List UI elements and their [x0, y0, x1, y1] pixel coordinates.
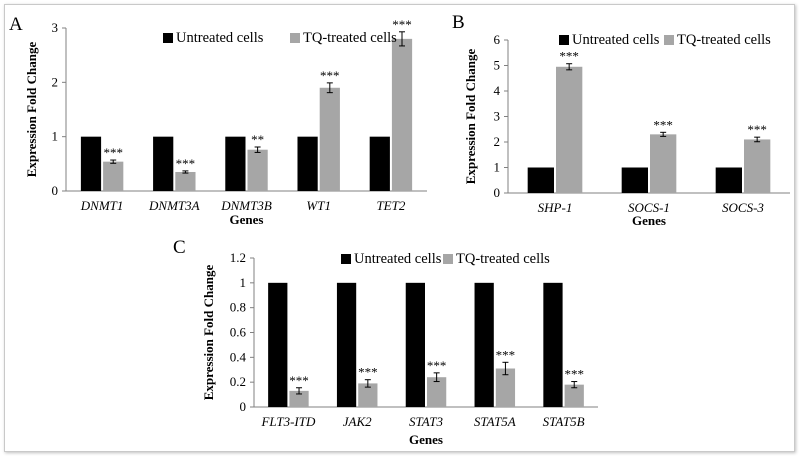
panel-a-bar-untreated: [369, 136, 390, 191]
panel-b-significance-label: ***: [747, 122, 767, 137]
panel-b-bar-untreated: [715, 167, 742, 193]
panel-c-bar-treated: [358, 383, 378, 407]
panel-b-y-tick-label: 3: [494, 109, 501, 124]
panel-a-x-tick-label: DNMT1: [80, 198, 124, 213]
panel-a-bar-untreated: [297, 136, 318, 191]
panel-c-bar-treated: [495, 368, 516, 407]
panel-a-significance-label: ***: [176, 156, 196, 171]
panel-c-y-tick-label: 0.8: [230, 300, 246, 315]
panel-a-y-tick-label: 2: [52, 74, 59, 89]
panel-b-y-tick-label: 5: [494, 58, 501, 73]
panel-a-y-axis-title: Expression Fold Change: [24, 41, 39, 177]
panel-c-legend-label-treated: TQ-treated cells: [456, 251, 550, 267]
panel-a-x-tick-label: DNMT3A: [148, 198, 200, 213]
panel-a-x-tick-label: DNMT3B: [220, 198, 272, 213]
panel-a-x-tick-label: TET2: [376, 198, 405, 213]
panel-a-bar-untreated: [225, 136, 246, 191]
panel-b-y-tick-label: 6: [494, 32, 501, 47]
panel-b-significance-label: ***: [653, 117, 673, 132]
panel-a-x-tick-label: WT1: [306, 198, 331, 213]
panel-c-bar-untreated: [336, 282, 357, 407]
panel-b-y-tick-label: 0: [494, 185, 501, 200]
panel-b-significance-label: ***: [559, 49, 579, 64]
panel-a-significance-label: ***: [103, 145, 123, 160]
panel-c-legend-label-untreated: Untreated cells: [354, 251, 442, 267]
panel-a-significance-label: ***: [320, 68, 340, 83]
panel-c-y-tick-label: 0.4: [230, 349, 247, 364]
panel-c-y-tick-label: 1.2: [230, 250, 246, 265]
panel-a-bar-treated: [391, 38, 413, 191]
panel-a-letter: A: [9, 14, 23, 35]
panel-a-bar-treated: [247, 149, 268, 191]
panel-b-y-tick-label: 1: [494, 160, 501, 175]
panel-a-bar-treated: [103, 161, 124, 191]
panel-a-significance-label: ***: [392, 17, 412, 32]
panel-c-x-tick-label: JAK2: [343, 414, 372, 429]
panel-b-y-axis-title: Expression Fold Change: [463, 48, 478, 184]
panel-c-bar-treated: [427, 377, 447, 407]
panel-a-legend-swatch-untreated: [163, 33, 173, 43]
panel-c-significance-label: ***: [496, 347, 516, 362]
panel-b-x-axis-title: Genes: [632, 213, 666, 228]
panel-c-x-tick-label: STAT3: [409, 414, 443, 429]
panel-b-legend-label-untreated: Untreated cells: [572, 32, 660, 48]
panel-c-significance-label: ***: [358, 365, 378, 380]
panel-c-x-tick-label: STAT5B: [543, 414, 585, 429]
panel-a-bar-untreated: [80, 136, 102, 191]
panel-b-x-tick-label: SOCS-1: [628, 200, 670, 215]
panel-c-letter: C: [173, 237, 186, 258]
panel-c-x-axis-title: Genes: [409, 432, 443, 447]
panel-a-legend-label-untreated: Untreated cells: [176, 30, 264, 46]
panel-c-significance-label: ***: [289, 373, 309, 388]
panel-a-bar-treated: [319, 87, 340, 191]
panel-c-y-axis-title: Expression Fold Change: [201, 264, 216, 400]
panel-c-legend-swatch-treated: [443, 254, 453, 264]
panel-c-y-tick-label: 0.2: [230, 374, 246, 389]
panel-c-bar-treated: [289, 390, 309, 407]
panel-c-legend-swatch-untreated: [341, 254, 351, 264]
panel-c-y-tick-label: 0: [240, 399, 247, 414]
panel-b-bar-treated: [556, 66, 583, 193]
panel-a-significance-label: **: [251, 132, 264, 147]
panel-c-significance-label: ***: [564, 367, 584, 382]
panel-c-bar-treated: [564, 384, 584, 407]
panel-c-x-tick-label: STAT5A: [474, 414, 516, 429]
panel-a-legend-swatch-treated: [290, 33, 300, 43]
panel-c-x-tick-label: FLT3-ITD: [260, 414, 316, 429]
panel-b-y-tick-label: 2: [494, 134, 501, 149]
panel-a-bar-treated: [175, 171, 196, 191]
panel-c-y-tick-label: 1: [240, 275, 247, 290]
panel-c-bar-untreated: [474, 282, 494, 407]
panel-b-legend-label-treated: TQ-treated cells: [677, 32, 771, 48]
panel-a-x-axis-title: Genes: [230, 212, 264, 227]
panel-c-significance-label: ***: [427, 358, 447, 373]
panel-b-bar-treated: [650, 134, 677, 193]
panel-b-bar-treated: [744, 139, 771, 193]
panel-b-legend-swatch-treated: [664, 35, 674, 45]
panel-c-bar-untreated: [543, 282, 563, 407]
panel-b-x-tick-label: SHP-1: [538, 200, 573, 215]
panel-c-bar-untreated: [405, 282, 425, 407]
panel-b-x-tick-label: SOCS-3: [722, 200, 764, 215]
panel-b-y-tick-label: 4: [494, 83, 501, 98]
panel-b-bar-untreated: [621, 167, 648, 193]
panel-a-y-tick-label: 1: [52, 129, 59, 144]
panel-a-legend-label-treated: TQ-treated cells: [303, 30, 397, 46]
panel-c-y-tick-label: 0.6: [230, 325, 247, 340]
panel-a-bar-untreated: [153, 136, 174, 191]
panel-b-letter: B: [452, 12, 465, 33]
panel-b-legend-swatch-untreated: [559, 35, 569, 45]
panel-b-bar-untreated: [527, 167, 554, 193]
panel-c-bar-untreated: [268, 282, 288, 407]
panel-a-y-tick-label: 3: [52, 20, 59, 35]
panel-a-y-tick-label: 0: [52, 183, 59, 198]
